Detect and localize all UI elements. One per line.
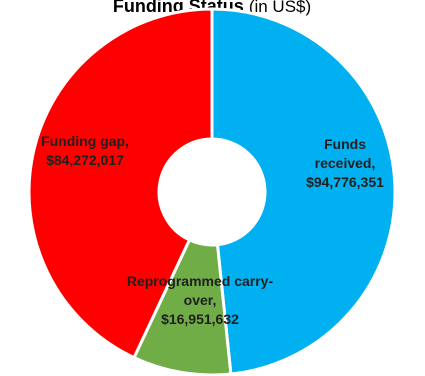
category-name: Reprogrammed carry-over,: [126, 273, 274, 308]
slice-label: Funding gap, $84,272,017: [10, 132, 160, 170]
value-label: $84,272,017: [46, 152, 124, 168]
donut-slice: [27, 7, 214, 360]
slice-label: Reprogrammed carry-over, $16,951,632: [125, 272, 275, 329]
category-name: Funding gap,: [41, 133, 129, 149]
donut-slice: [210, 7, 397, 376]
slice-label: Funds received, $94,776,351: [293, 135, 397, 192]
value-label: $94,776,351: [306, 174, 384, 190]
value-label: $16,951,632: [161, 311, 239, 327]
chart-subtitle: (in US$): [249, 0, 311, 16]
category-name: Funds received,: [314, 136, 376, 171]
